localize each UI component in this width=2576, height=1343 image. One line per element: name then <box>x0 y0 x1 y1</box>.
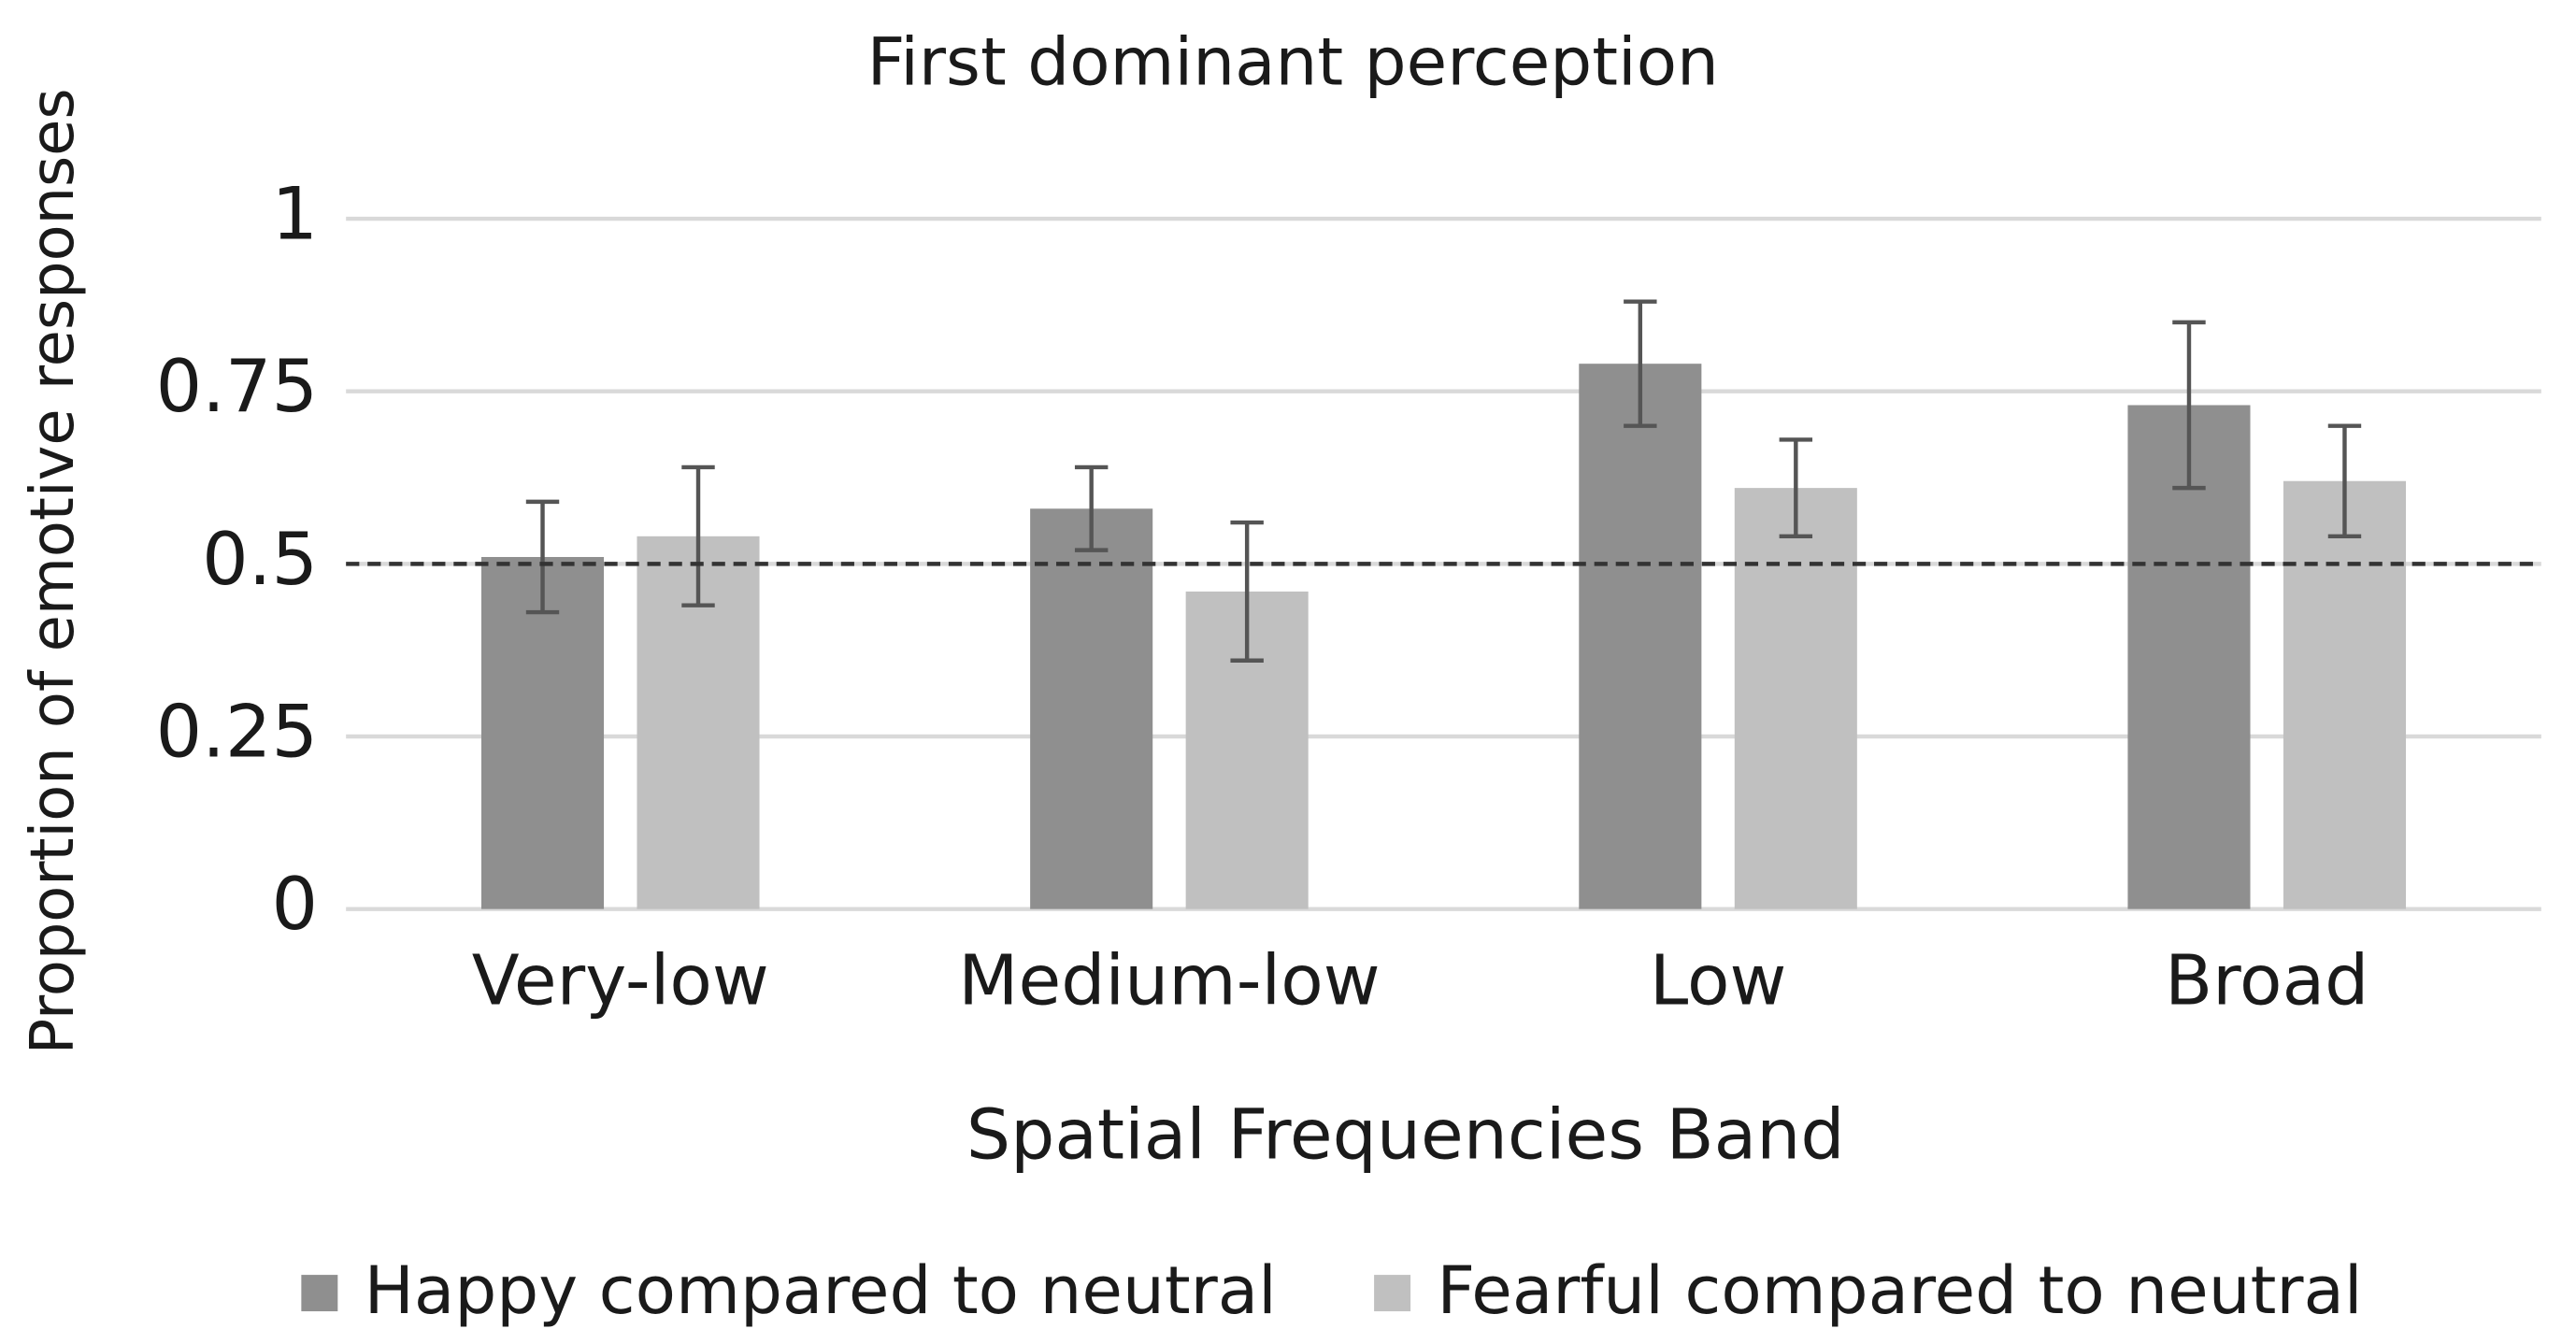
error-bar <box>525 499 560 615</box>
error-bar <box>2172 320 2206 491</box>
legend-label: Happy compared to neutral <box>365 1251 1277 1329</box>
y-tick-label: 0 <box>271 863 318 947</box>
legend-swatch <box>301 1275 338 1312</box>
error-bar <box>1074 464 1109 552</box>
y-tick-label: 0.5 <box>202 518 318 602</box>
x-tick-label: Low <box>1650 940 1786 1022</box>
x-tick-label: Medium-low <box>958 940 1380 1022</box>
legend-label: Fearful compared to neutral <box>1437 1251 2362 1329</box>
bar <box>1030 508 1153 909</box>
y-tick-label: 1 <box>271 173 318 257</box>
error-bar <box>2327 423 2362 539</box>
bar <box>1579 364 1702 909</box>
x-tick-label: Very-low <box>472 940 769 1022</box>
bar <box>1734 488 1857 909</box>
y-axis-title: Proportion of emotive responses <box>19 88 88 1054</box>
y-tick-label: 0.75 <box>156 345 319 429</box>
legend-swatch <box>1374 1275 1411 1312</box>
x-tick-label: Broad <box>2165 940 2368 1022</box>
bar <box>2283 480 2407 909</box>
x-axis-title: Spatial Frequencies Band <box>966 1093 1845 1175</box>
chart-title: First dominant perception <box>867 23 1719 101</box>
error-bar <box>1230 520 1264 663</box>
error-bar <box>1624 299 1657 428</box>
bar <box>480 556 605 909</box>
error-bar <box>1779 437 1813 539</box>
y-tick-label: 0.25 <box>156 691 319 775</box>
error-bar <box>681 464 715 607</box>
